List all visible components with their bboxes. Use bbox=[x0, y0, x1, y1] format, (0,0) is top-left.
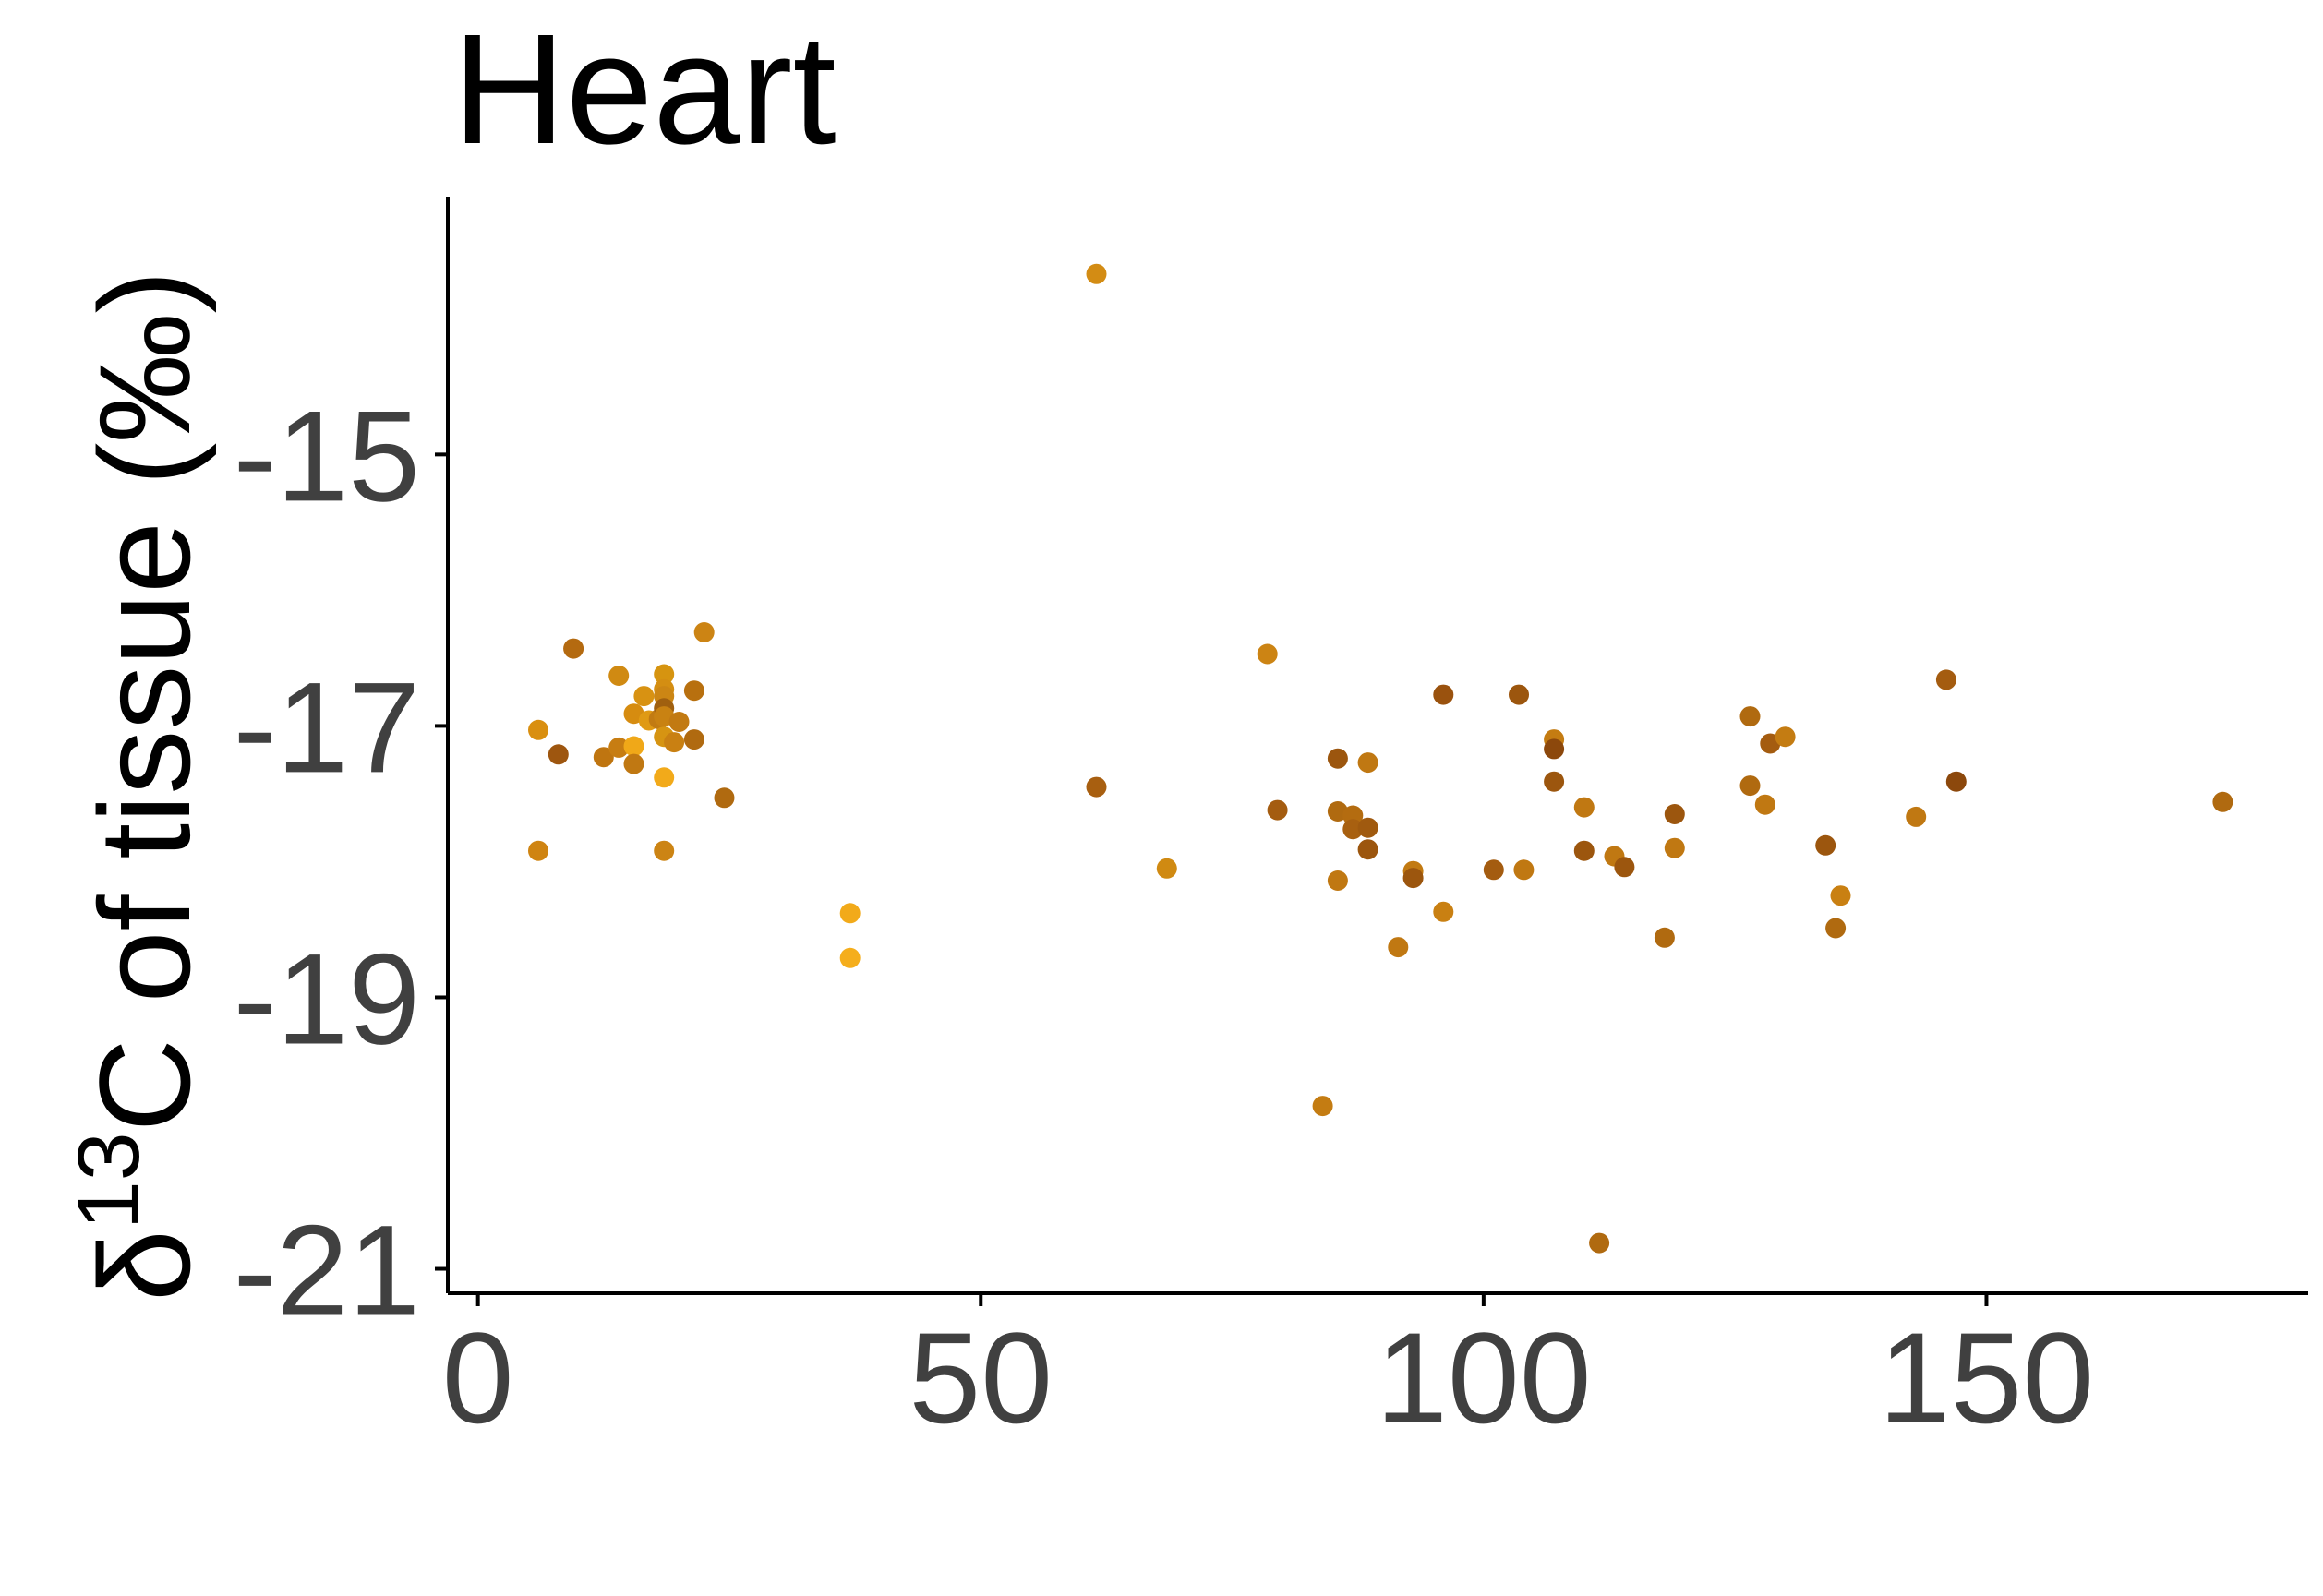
data-point-67 bbox=[1775, 726, 1796, 748]
data-point-40 bbox=[1342, 819, 1364, 840]
data-point-46 bbox=[1402, 868, 1424, 889]
data-point-74 bbox=[2212, 791, 2233, 812]
x-tick-label: 100 bbox=[1376, 1305, 1592, 1450]
x-axis-ticks: 0 50 100 150 bbox=[442, 1293, 2095, 1450]
data-point-14 bbox=[654, 664, 675, 685]
data-point-53 bbox=[1544, 738, 1565, 760]
data-point-20 bbox=[654, 767, 675, 788]
data-point-21 bbox=[654, 840, 675, 861]
data-point-27 bbox=[714, 787, 735, 809]
data-point-50 bbox=[1509, 684, 1529, 705]
data-point-35 bbox=[1312, 1096, 1333, 1117]
y-tick-label: -15 bbox=[234, 383, 420, 528]
data-point-49 bbox=[1483, 859, 1504, 881]
y-tick-label: -17 bbox=[234, 654, 420, 799]
data-point-2 bbox=[528, 840, 548, 861]
data-point-62 bbox=[1664, 837, 1685, 858]
data-point-44 bbox=[1388, 937, 1409, 958]
data-point-61 bbox=[1664, 804, 1685, 824]
data-point-38 bbox=[1327, 870, 1348, 891]
data-point-64 bbox=[1739, 775, 1761, 797]
data-point-33 bbox=[1257, 643, 1278, 665]
data-point-32 bbox=[1156, 858, 1177, 879]
data-point-60 bbox=[1654, 927, 1675, 948]
data-point-24 bbox=[683, 680, 704, 702]
y-tick-label: -21 bbox=[234, 1198, 420, 1343]
data-point-22 bbox=[664, 732, 685, 753]
data-point-55 bbox=[1573, 797, 1595, 818]
data-point-54 bbox=[1544, 771, 1565, 792]
data-point-6 bbox=[608, 666, 630, 686]
y-axis-label-suffix: C of tissue (‰) bbox=[72, 270, 217, 1133]
data-point-47 bbox=[1433, 684, 1454, 705]
data-point-68 bbox=[1815, 834, 1836, 856]
data-point-51 bbox=[1513, 859, 1535, 881]
data-point-42 bbox=[1357, 817, 1378, 838]
data-point-10 bbox=[623, 753, 644, 774]
x-tick-label: 0 bbox=[442, 1305, 514, 1450]
data-point-11 bbox=[633, 686, 655, 707]
data-point-36 bbox=[1327, 748, 1348, 769]
y-axis-label: δ13C of tissue (‰) bbox=[60, 270, 217, 1302]
data-point-71 bbox=[1906, 806, 1927, 827]
data-point-48 bbox=[1433, 901, 1454, 922]
data-points bbox=[528, 263, 2233, 1254]
data-point-5 bbox=[593, 747, 614, 768]
data-point-3 bbox=[548, 744, 569, 765]
data-point-23 bbox=[668, 712, 690, 732]
data-point-69 bbox=[1825, 918, 1847, 939]
data-point-9 bbox=[623, 736, 644, 757]
data-point-29 bbox=[839, 947, 861, 968]
data-point-7 bbox=[608, 737, 630, 758]
data-point-72 bbox=[1935, 669, 1956, 690]
y-axis-label-superscript: 13 bbox=[60, 1132, 158, 1230]
data-point-28 bbox=[839, 903, 861, 924]
chart-title: Heart bbox=[452, 2, 837, 177]
data-point-65 bbox=[1754, 794, 1775, 815]
data-point-70 bbox=[1830, 885, 1851, 906]
data-point-56 bbox=[1573, 840, 1595, 861]
data-point-1 bbox=[528, 719, 548, 740]
data-point-43 bbox=[1357, 839, 1378, 860]
data-point-31 bbox=[1086, 776, 1107, 798]
data-point-41 bbox=[1357, 752, 1378, 774]
data-point-73 bbox=[1945, 771, 1967, 792]
data-point-30 bbox=[1086, 263, 1107, 284]
x-tick-label: 150 bbox=[1879, 1305, 2095, 1450]
data-point-63 bbox=[1739, 706, 1761, 727]
data-point-59 bbox=[1614, 857, 1635, 878]
data-point-34 bbox=[1267, 799, 1288, 821]
data-point-4 bbox=[563, 638, 584, 659]
data-point-25 bbox=[683, 729, 704, 750]
data-point-57 bbox=[1589, 1232, 1610, 1254]
data-point-26 bbox=[693, 622, 715, 642]
y-tick-label: -19 bbox=[234, 926, 420, 1071]
y-axis-ticks: -15 -17 -19 -21 bbox=[234, 383, 448, 1343]
x-tick-label: 50 bbox=[909, 1305, 1053, 1450]
y-axis-label-prefix: δ bbox=[72, 1230, 217, 1302]
